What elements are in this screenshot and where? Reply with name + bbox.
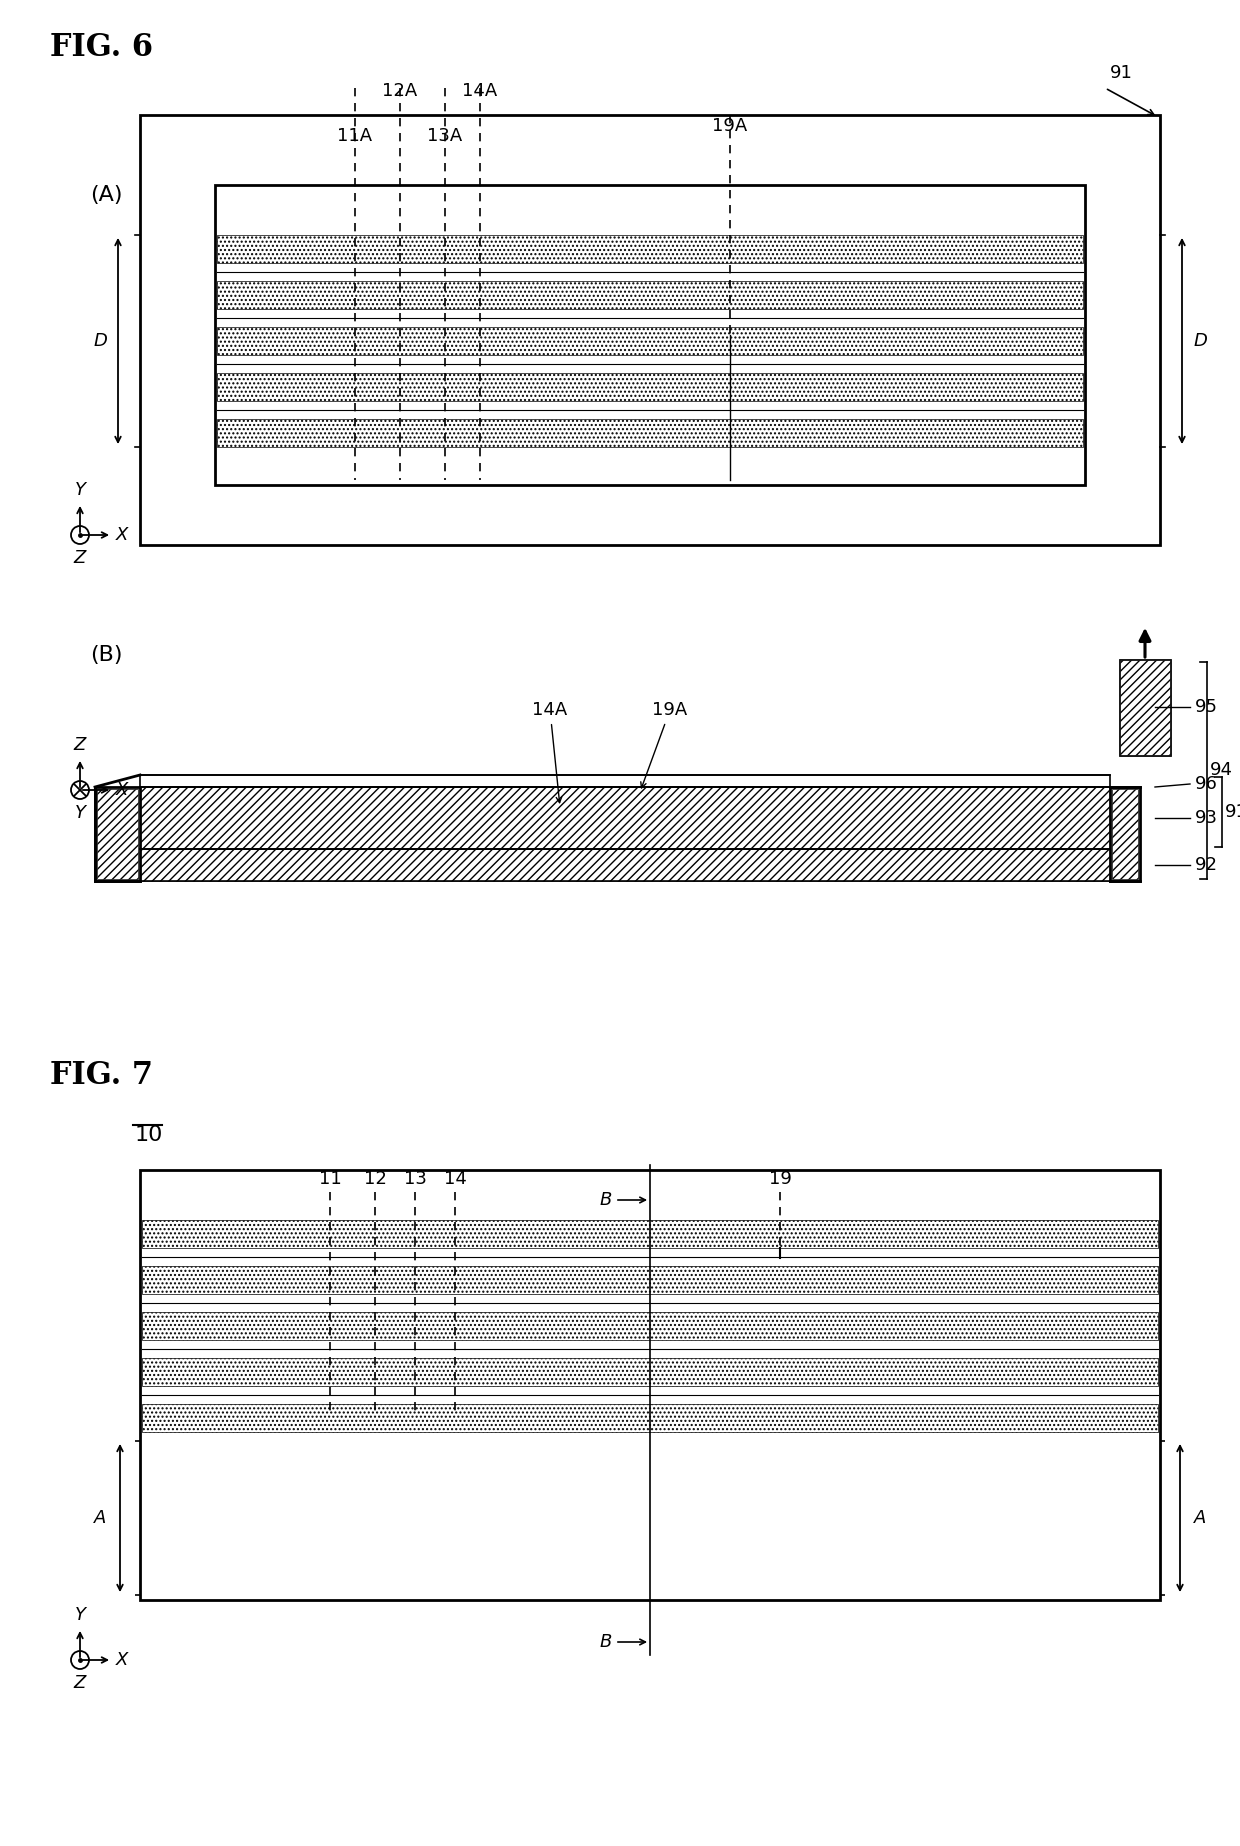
Text: 14A: 14A	[463, 81, 497, 100]
Bar	[143, 1266, 1158, 1294]
Bar	[140, 114, 1159, 545]
Text: 95: 95	[1195, 698, 1218, 716]
Text: Y: Y	[74, 482, 86, 498]
Bar	[1110, 786, 1140, 881]
Bar	[140, 1170, 1159, 1600]
Text: 19: 19	[769, 1170, 791, 1189]
Text: 12: 12	[363, 1170, 387, 1189]
Text: 93: 93	[1195, 809, 1218, 827]
Text: X: X	[117, 781, 129, 799]
Text: B: B	[600, 1191, 613, 1209]
Text: A: A	[1194, 1508, 1207, 1527]
Bar	[215, 185, 1085, 485]
Bar	[1120, 661, 1171, 755]
Text: 10: 10	[135, 1124, 164, 1145]
Text: 14A: 14A	[532, 701, 568, 803]
Bar	[143, 1405, 1158, 1432]
Text: D: D	[93, 332, 107, 351]
Bar	[217, 419, 1083, 447]
Bar	[95, 786, 140, 881]
Text: 12A: 12A	[382, 81, 418, 100]
Text: 91: 91	[1225, 803, 1240, 821]
Text: Z: Z	[74, 1674, 87, 1693]
Text: 19A: 19A	[641, 701, 688, 788]
Text: 96: 96	[1195, 775, 1218, 794]
Text: FIG. 6: FIG. 6	[50, 31, 153, 63]
Text: 19A: 19A	[712, 116, 748, 135]
Text: (B): (B)	[91, 644, 123, 665]
Text: 94: 94	[1210, 761, 1233, 779]
Bar	[97, 788, 138, 879]
Bar	[143, 1313, 1158, 1340]
Text: D: D	[1193, 332, 1207, 351]
Bar	[1120, 661, 1171, 755]
Text: 92: 92	[1195, 857, 1218, 873]
Text: 14: 14	[444, 1170, 466, 1189]
Text: X: X	[117, 1650, 129, 1669]
Text: Y: Y	[74, 1606, 86, 1624]
Text: Z: Z	[74, 548, 87, 567]
Text: FIG. 7: FIG. 7	[50, 1060, 153, 1091]
Text: Z: Z	[74, 737, 87, 753]
Bar	[143, 1220, 1158, 1248]
Bar	[217, 373, 1083, 401]
Text: X: X	[117, 526, 129, 545]
Text: A: A	[94, 1508, 107, 1527]
Text: B: B	[600, 1634, 613, 1650]
Bar	[1112, 788, 1138, 879]
Text: 11: 11	[319, 1170, 341, 1189]
Bar	[140, 786, 1110, 849]
Bar	[217, 281, 1083, 308]
Text: 13: 13	[403, 1170, 427, 1189]
Bar	[140, 849, 1110, 881]
Text: Y: Y	[74, 805, 86, 821]
Text: 91: 91	[1110, 65, 1133, 81]
Bar	[217, 327, 1083, 354]
Bar	[140, 775, 1110, 786]
Text: 13A: 13A	[428, 127, 463, 146]
Bar	[143, 1359, 1158, 1386]
Text: (A): (A)	[91, 185, 123, 205]
Text: 11A: 11A	[337, 127, 372, 146]
Bar	[217, 234, 1083, 262]
